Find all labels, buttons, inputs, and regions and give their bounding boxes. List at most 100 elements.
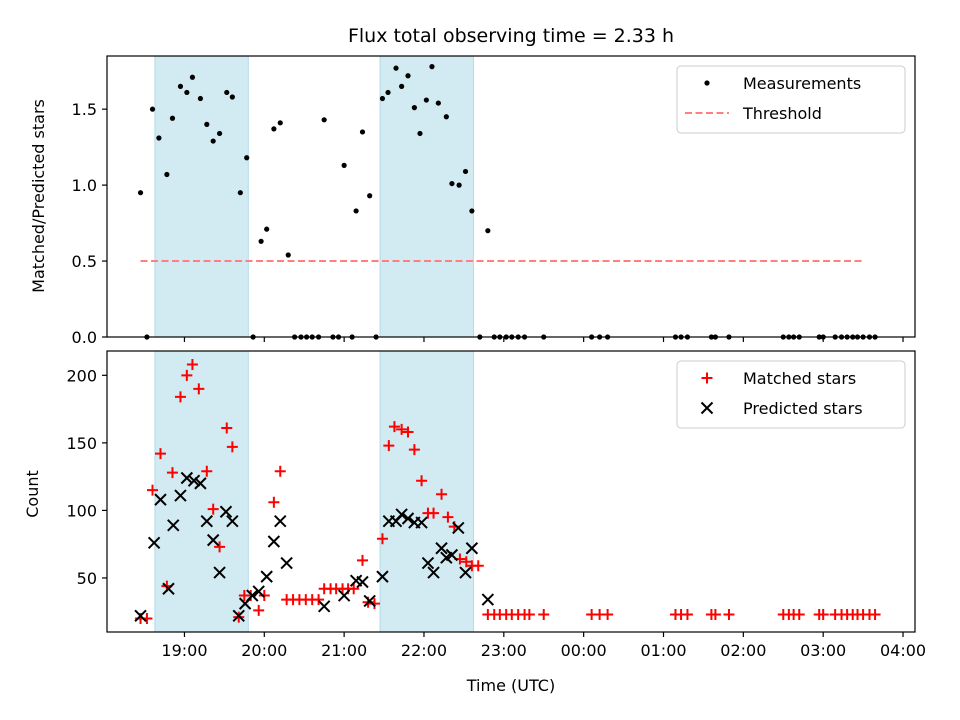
bottom-predicted-stars-point [147,536,161,550]
bottom-predicted-stars-point [421,556,435,570]
bottom-panel: 50 100 150 200 19:00 20:00 21:00 22:00 23:00 00:0… [66,350,926,660]
bottom-matched-stars-point [274,465,286,477]
bottom-legend-label: Predicted stars [743,399,863,418]
bottom-matched-stars-point [174,391,186,403]
top-measurements-point [456,182,462,188]
bottom-matched-stars-point [416,475,428,487]
bottom-predicted-stars-point [134,609,147,622]
top-shaded-interval-1 [379,55,474,338]
bottom-predicted-stars-point [162,582,175,595]
bottom-predicted-stars-point [206,533,220,547]
top-y-tick-label: 1.5 [72,100,97,119]
bottom-predicted-stars-point [337,589,351,602]
top-legend-label: Threshold [742,104,822,123]
bottom-predicted-stars-point [465,542,479,555]
bottom-predicted-stars-point [252,585,265,598]
bottom-predicted-stars-point [317,600,331,613]
top-panel: 0.0 0.5 1.0 1.5 Measurements Threshold [72,55,916,347]
bottom-matched-stars-point [460,556,472,568]
bottom-x-tick-label: 02:00 [720,641,766,660]
top-measurements-point [353,208,359,214]
top-measurements-point [197,95,204,102]
bottom-y-axis-label: Count [23,470,42,518]
bottom-matched-stars-point [681,608,693,620]
top-measurements-point [169,115,176,121]
top-measurements-point [229,94,235,100]
bottom-x-tick-label: 19:00 [161,641,207,660]
bottom-matched-stars-point [348,583,360,595]
bottom-y-tick-label: 150 [66,434,97,453]
top-measurements-point [258,238,264,244]
bottom-matched-stars-point [793,608,805,620]
bottom-x-tick-label: 04:00 [880,641,926,660]
x-axis-label: Time (UTC) [466,676,555,695]
bottom-predicted-stars-point [260,570,273,583]
bottom-matched-stars-point [396,423,408,435]
top-measurements-point [379,95,386,102]
bottom-y-tick-label: 100 [66,501,97,520]
top-measurements-point [367,193,373,199]
bottom-matched-stars-point [166,467,178,479]
bottom-legend-marker [701,372,713,384]
top-measurements-point [423,97,429,103]
top-measurements-point [429,64,435,70]
top-measurements-point [164,171,170,178]
top-measurements-point [137,190,144,196]
bottom-predicted-stars-point [213,566,226,579]
bottom-predicted-stars-point [167,519,180,532]
top-measurements-point [204,121,210,127]
bottom-predicted-stars-point [174,489,187,502]
bottom-matched-stars-point [368,598,380,610]
bottom-matched-stars-point [201,465,213,477]
bottom-predicted-stars-point [180,471,194,485]
bottom-predicted-stars-point [200,515,214,528]
bottom-matched-stars-point [436,488,448,500]
bottom-matched-stars-point [602,608,614,620]
top-measurements-point [393,65,399,71]
top-measurements-point [224,89,230,96]
top-measurements-point [177,83,184,89]
bottom-legend-label: Matched stars [743,369,856,388]
bottom-predicted-stars-point [187,474,201,487]
bottom-predicted-stars-point [356,575,369,589]
top-shaded-interval-0 [154,55,249,338]
bottom-predicted-stars-point [280,556,293,570]
top-measurements-point [435,100,441,106]
bottom-matched-stars-point [523,608,535,620]
top-measurements-point [449,180,455,187]
top-measurements-point [184,89,190,96]
bottom-matched-stars-point [869,608,881,620]
bottom-matched-stars-point [268,496,280,508]
top-measurements-point [210,138,216,144]
top-measurements-point [462,168,469,175]
bottom-matched-stars-point [253,604,265,616]
bottom-legend-box [676,360,906,429]
bottom-matched-stars-point [313,594,325,606]
top-measurements-point [271,126,277,132]
bottom-matched-stars-point [207,503,219,515]
bottom-matched-stars-point [186,359,198,371]
bottom-matched-stars-point [356,554,368,566]
bottom-predicted-stars-point [395,508,408,521]
bottom-predicted-stars-point [452,521,465,535]
top-measurements-point [156,135,162,141]
top-measurements-point [485,228,491,234]
top-measurements-point [237,190,243,196]
bottom-predicted-stars-point [481,593,495,606]
top-measurements-point [149,106,156,112]
bottom-matched-stars-point [147,484,159,496]
bottom-matched-stars-point [723,608,735,620]
top-measurements-point [341,162,347,168]
bottom-predicted-stars-point [427,566,440,579]
bottom-matched-stars-point [258,590,270,602]
bottom-matched-stars-point [408,444,420,456]
bottom-matched-stars-point [193,383,205,395]
bottom-matched-stars-point [376,533,388,545]
top-y-tick-label: 0.5 [72,252,97,271]
bottom-predicted-stars-point [435,542,448,555]
bottom-matched-stars-point [226,441,238,453]
bottom-predicted-stars-point [415,516,428,529]
bottom-predicted-stars-point [274,515,287,528]
bottom-matched-stars-point [817,608,829,620]
